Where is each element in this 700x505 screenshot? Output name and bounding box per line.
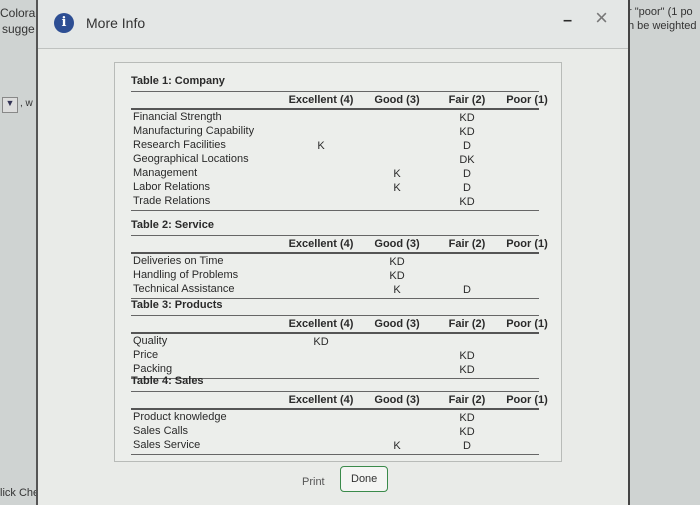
- column-header: Good (3): [374, 394, 420, 406]
- rating-table: Table 4: Sales Excellent (4) Good (3) Fair …: [131, 375, 548, 455]
- table-header: Excellent (4) Good (3) Fair (2) Poor (1): [131, 392, 548, 410]
- rating-cell: D: [463, 182, 471, 194]
- column-header: Poor (1): [506, 394, 548, 406]
- column-header: Excellent (4): [288, 238, 354, 250]
- column-header: Good (3): [374, 318, 420, 330]
- rating-table: Table 1: Company Excellent (4) Good (3) Fai…: [131, 75, 548, 211]
- dialog-title: More Info: [86, 15, 146, 31]
- table-row: Price KD: [131, 348, 539, 362]
- rating-cell: KD: [459, 412, 475, 424]
- table-row: Geographical Locations DK: [131, 152, 539, 166]
- rating-cell: KD: [459, 364, 475, 376]
- table-row: Quality KD: [131, 334, 539, 348]
- table-row: Product knowledge KD: [131, 410, 539, 424]
- rating-cell: KD: [459, 126, 475, 138]
- column-header: Fair (2): [448, 94, 486, 106]
- close-icon[interactable]: ×: [595, 5, 608, 30]
- row-label: Research Facilities: [133, 139, 226, 151]
- table-row: Handling of Problems KD: [131, 268, 539, 282]
- row-label: Trade Relations: [133, 195, 211, 207]
- table-title: Table 2: Service: [131, 219, 539, 236]
- column-header: Good (3): [374, 238, 420, 250]
- rating-cell: KD: [459, 426, 475, 438]
- rating-table: Table 3: Products Excellent (4) Good (3) Fa…: [131, 299, 548, 379]
- background-text: h be weighted: [628, 20, 697, 32]
- table-row: Research Facilities K D: [131, 138, 539, 152]
- table-row: Packing KD: [131, 362, 539, 376]
- row-label: Labor Relations: [133, 181, 211, 193]
- rating-cell: KD: [459, 112, 475, 124]
- table-row: Labor Relations K D: [131, 180, 539, 194]
- row-label: Sales Calls: [133, 425, 189, 437]
- rating-cell: KD: [459, 350, 475, 362]
- row-label: Product knowledge: [133, 411, 227, 423]
- row-label: Financial Strength: [133, 111, 222, 123]
- minimize-icon[interactable]: –: [563, 12, 572, 29]
- row-label: Packing: [133, 363, 173, 375]
- table-row: Manufacturing Capability KD: [131, 124, 539, 138]
- print-button[interactable]: Print: [302, 476, 325, 488]
- table-header: Excellent (4) Good (3) Fair (2) Poor (1): [131, 236, 548, 254]
- info-icon: i: [54, 13, 74, 33]
- rating-cell: D: [463, 140, 471, 152]
- table-header: Excellent (4) Good (3) Fair (2) Poor (1): [131, 92, 548, 110]
- rating-table: Table 2: Service Excellent (4) Good (3) Fai…: [131, 219, 548, 299]
- row-label: Technical Assistance: [133, 283, 235, 295]
- rating-cell: KD: [389, 256, 405, 268]
- column-header: Fair (2): [448, 318, 486, 330]
- row-label: Manufacturing Capability: [133, 125, 255, 137]
- rating-cell: K: [317, 140, 325, 152]
- table-title: Table 4: Sales: [131, 375, 539, 392]
- rating-cell: D: [463, 284, 471, 296]
- column-header: Poor (1): [506, 94, 548, 106]
- row-label: Geographical Locations: [133, 153, 249, 165]
- rating-cell: KD: [313, 336, 329, 348]
- tables-panel: Table 1: Company Excellent (4) Good (3) Fai…: [114, 62, 562, 462]
- table-row: Technical Assistance K D: [131, 282, 539, 296]
- background-text: sugge: [2, 22, 35, 36]
- row-label: Quality: [133, 335, 168, 347]
- table-row: Financial Strength KD: [131, 110, 539, 124]
- dropdown-arrow-icon[interactable]: ▼: [2, 97, 18, 113]
- column-header: Excellent (4): [288, 94, 354, 106]
- table-header: Excellent (4) Good (3) Fair (2) Poor (1): [131, 316, 548, 334]
- rating-cell: KD: [459, 196, 475, 208]
- background-text: , w: [20, 98, 33, 109]
- background-text: r "poor" (1 po: [628, 6, 693, 18]
- column-header: Poor (1): [506, 238, 548, 250]
- row-label: Sales Service: [133, 439, 201, 451]
- table-row: Trade Relations KD: [131, 194, 539, 208]
- row-label: Deliveries on Time: [133, 255, 224, 267]
- rating-cell: D: [463, 440, 471, 452]
- column-header: Excellent (4): [288, 394, 354, 406]
- column-header: Fair (2): [448, 238, 486, 250]
- table-title: Table 3: Products: [131, 299, 539, 316]
- table-row: Management K D: [131, 166, 539, 180]
- rating-cell: D: [463, 168, 471, 180]
- table-row: Sales Service K D: [131, 438, 539, 452]
- done-button[interactable]: Done: [340, 466, 389, 492]
- row-label: Price: [133, 349, 159, 361]
- rating-cell: K: [393, 168, 401, 180]
- more-info-dialog: i More Info – × Table 1: Company Excellen…: [36, 0, 630, 505]
- table-row: Deliveries on Time KD: [131, 254, 539, 268]
- rating-cell: K: [393, 284, 401, 296]
- column-header: Poor (1): [506, 318, 548, 330]
- column-header: Fair (2): [448, 394, 486, 406]
- table-row: Sales Calls KD: [131, 424, 539, 438]
- rating-cell: K: [393, 182, 401, 194]
- row-label: Handling of Problems: [133, 269, 239, 281]
- background-text: Colora: [0, 6, 36, 20]
- rating-cell: KD: [389, 270, 405, 282]
- column-header: Good (3): [374, 94, 420, 106]
- rating-cell: DK: [459, 154, 475, 166]
- table-title: Table 1: Company: [131, 75, 539, 92]
- column-header: Excellent (4): [288, 318, 354, 330]
- rating-cell: K: [393, 440, 401, 452]
- row-label: Management: [133, 167, 198, 179]
- dialog-header: i More Info – ×: [38, 0, 628, 49]
